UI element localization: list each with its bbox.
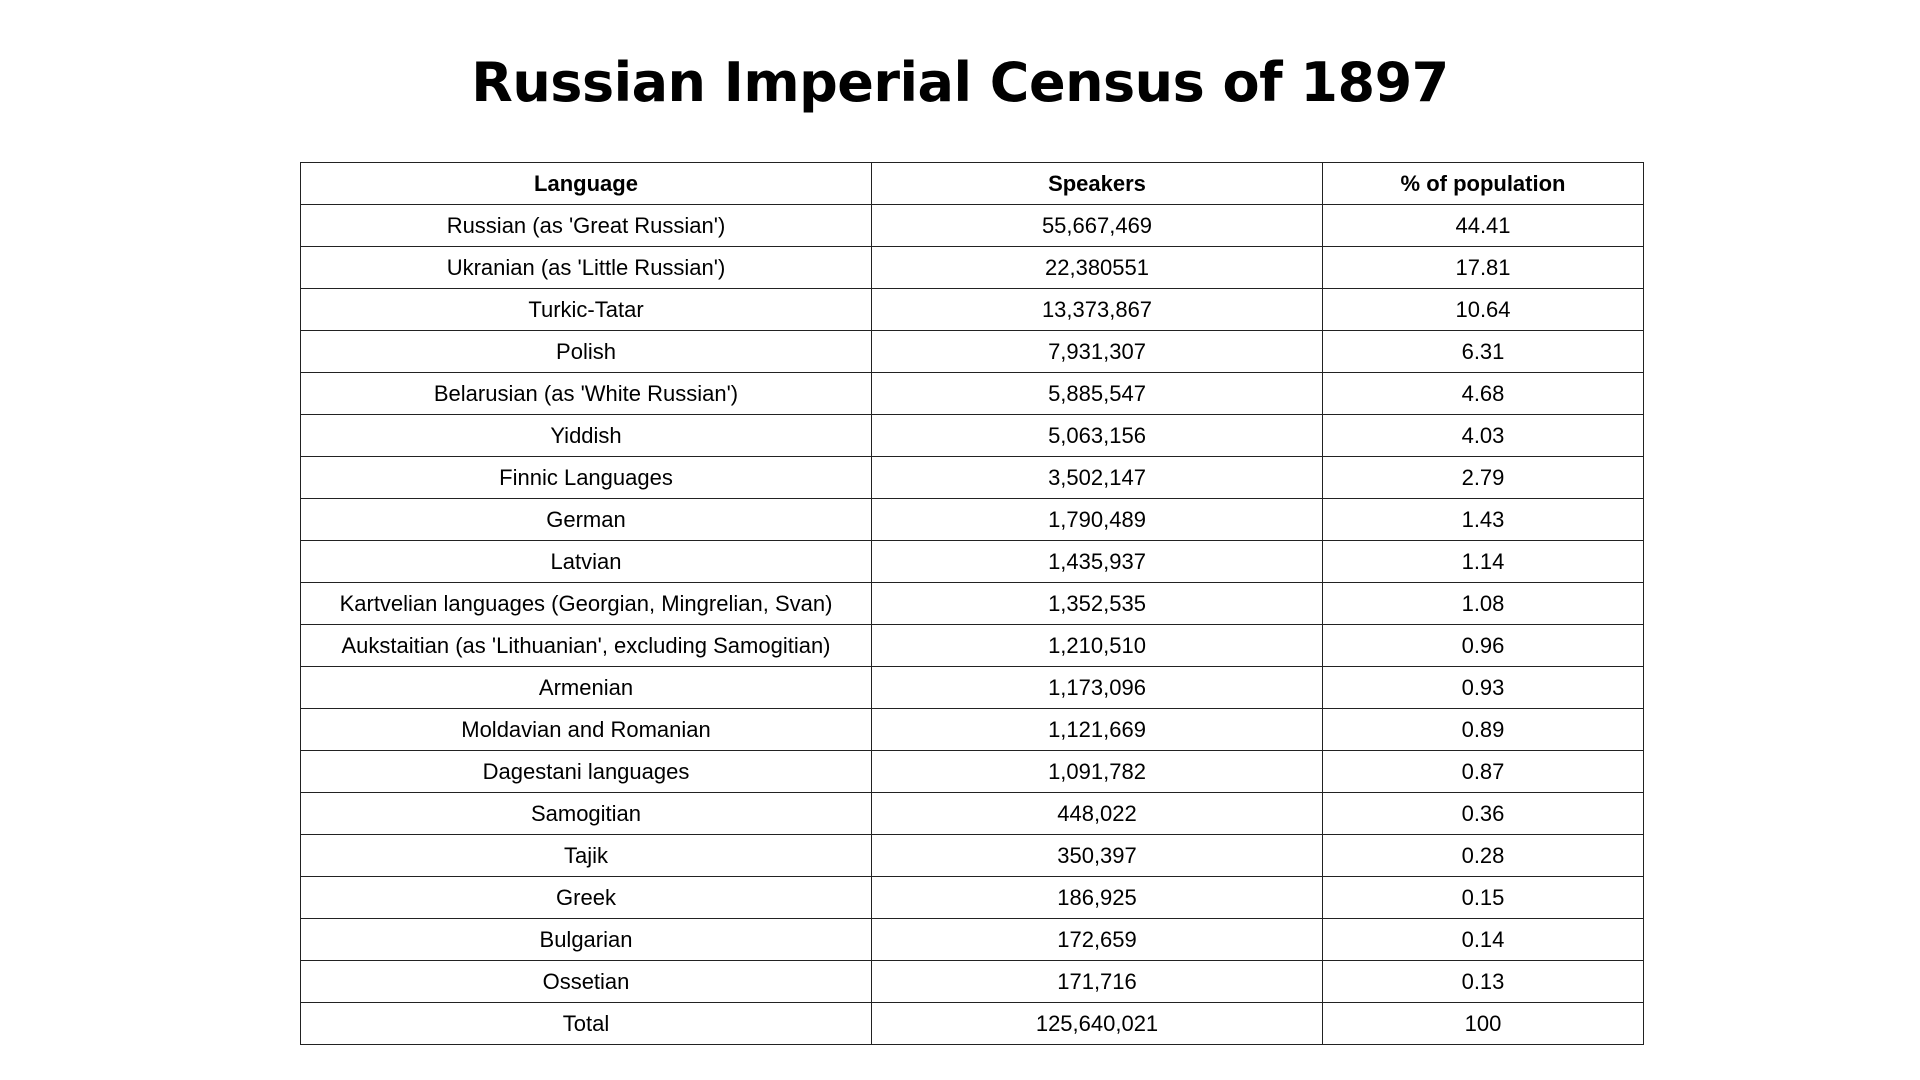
- language-cell: Ukranian (as 'Little Russian'): [300, 246, 872, 289]
- percent-cell: 0.93: [1322, 666, 1644, 709]
- header-percent: % of population: [1322, 162, 1644, 205]
- language-cell: Latvian: [300, 540, 872, 583]
- speakers-cell: 1,352,535: [871, 582, 1323, 625]
- speakers-cell: 350,397: [871, 834, 1323, 877]
- speakers-cell: 1,435,937: [871, 540, 1323, 583]
- language-cell: Moldavian and Romanian: [300, 708, 872, 751]
- table-row: Samogitian 448,022 0.36: [300, 792, 1644, 835]
- language-cell: Tajik: [300, 834, 872, 877]
- language-cell: German: [300, 498, 872, 541]
- speakers-cell: 3,502,147: [871, 456, 1323, 499]
- speakers-cell: 1,121,669: [871, 708, 1323, 751]
- percent-cell: 0.36: [1322, 792, 1644, 835]
- language-cell: Turkic-Tatar: [300, 288, 872, 331]
- percent-cell: 100: [1322, 1002, 1644, 1045]
- table-row: Ossetian 171,716 0.13: [300, 960, 1644, 1003]
- table-row: Aukstaitian (as 'Lithuanian', excluding …: [300, 624, 1644, 667]
- header-language: Language: [300, 162, 872, 205]
- table-body: Russian (as 'Great Russian') 55,667,469 44…: [300, 204, 1644, 1045]
- language-cell: Kartvelian languages (Georgian, Mingreli…: [300, 582, 872, 625]
- speakers-cell: 7,931,307: [871, 330, 1323, 373]
- percent-cell: 4.03: [1322, 414, 1644, 457]
- header-speakers: Speakers: [871, 162, 1323, 205]
- percent-cell: 0.28: [1322, 834, 1644, 877]
- table-row: Finnic Languages 3,502,147 2.79: [300, 456, 1644, 499]
- speakers-cell: 5,063,156: [871, 414, 1323, 457]
- language-cell: Finnic Languages: [300, 456, 872, 499]
- table-row: Polish 7,931,307 6.31: [300, 330, 1644, 373]
- speakers-cell: 448,022: [871, 792, 1323, 835]
- language-cell: Aukstaitian (as 'Lithuanian', excluding …: [300, 624, 872, 667]
- page-title: Russian Imperial Census of 1897: [471, 51, 1449, 114]
- speakers-cell: 1,173,096: [871, 666, 1323, 709]
- language-cell: Ossetian: [300, 960, 872, 1003]
- language-cell: Polish: [300, 330, 872, 373]
- percent-cell: 6.31: [1322, 330, 1644, 373]
- speakers-cell: 55,667,469: [871, 204, 1323, 247]
- percent-cell: 2.79: [1322, 456, 1644, 499]
- percent-cell: 0.96: [1322, 624, 1644, 667]
- table-row: Turkic-Tatar 13,373,867 10.64: [300, 288, 1644, 331]
- table-row: Dagestani languages 1,091,782 0.87: [300, 750, 1644, 793]
- table-row: Belarusian (as 'White Russian') 5,885,547…: [300, 372, 1644, 415]
- speakers-cell: 1,091,782: [871, 750, 1323, 793]
- speakers-cell: 1,210,510: [871, 624, 1323, 667]
- table-row: Ukranian (as 'Little Russian') 22,380551 1…: [300, 246, 1644, 289]
- speakers-cell: 172,659: [871, 918, 1323, 961]
- percent-cell: 4.68: [1322, 372, 1644, 415]
- table-row: Total 125,640,021 100: [300, 1002, 1644, 1045]
- language-cell: Total: [300, 1002, 872, 1045]
- percent-cell: 0.13: [1322, 960, 1644, 1003]
- speakers-cell: 1,790,489: [871, 498, 1323, 541]
- table-row: German 1,790,489 1.43: [300, 498, 1644, 541]
- percent-cell: 44.41: [1322, 204, 1644, 247]
- language-cell: Belarusian (as 'White Russian'): [300, 372, 872, 415]
- language-cell: Yiddish: [300, 414, 872, 457]
- speakers-cell: 22,380551: [871, 246, 1323, 289]
- table-row: Armenian 1,173,096 0.93: [300, 666, 1644, 709]
- percent-cell: 1.14: [1322, 540, 1644, 583]
- percent-cell: 0.15: [1322, 876, 1644, 919]
- table-row: Tajik 350,397 0.28: [300, 834, 1644, 877]
- language-cell: Bulgarian: [300, 918, 872, 961]
- percent-cell: 1.43: [1322, 498, 1644, 541]
- table-row: Latvian 1,435,937 1.14: [300, 540, 1644, 583]
- language-cell: Russian (as 'Great Russian'): [300, 204, 872, 247]
- percent-cell: 0.14: [1322, 918, 1644, 961]
- speakers-cell: 186,925: [871, 876, 1323, 919]
- language-cell: Armenian: [300, 666, 872, 709]
- percent-cell: 17.81: [1322, 246, 1644, 289]
- percent-cell: 0.89: [1322, 708, 1644, 751]
- speakers-cell: 5,885,547: [871, 372, 1323, 415]
- table-row: Moldavian and Romanian 1,121,669 0.89: [300, 708, 1644, 751]
- percent-cell: 1.08: [1322, 582, 1644, 625]
- percent-cell: 10.64: [1322, 288, 1644, 331]
- percent-cell: 0.87: [1322, 750, 1644, 793]
- table-row: Russian (as 'Great Russian') 55,667,469 44…: [300, 204, 1644, 247]
- speakers-cell: 13,373,867: [871, 288, 1323, 331]
- census-table: Language Speakers % of population Russia…: [300, 162, 1644, 1045]
- language-cell: Greek: [300, 876, 872, 919]
- table-row: Yiddish 5,063,156 4.03: [300, 414, 1644, 457]
- speakers-cell: 125,640,021: [871, 1002, 1323, 1045]
- table-row: Kartvelian languages (Georgian, Mingreli…: [300, 582, 1644, 625]
- language-cell: Dagestani languages: [300, 750, 872, 793]
- table-row: Bulgarian 172,659 0.14: [300, 918, 1644, 961]
- table-row: Greek 186,925 0.15: [300, 876, 1644, 919]
- table-header-row: Language Speakers % of population: [300, 162, 1644, 205]
- language-cell: Samogitian: [300, 792, 872, 835]
- speakers-cell: 171,716: [871, 960, 1323, 1003]
